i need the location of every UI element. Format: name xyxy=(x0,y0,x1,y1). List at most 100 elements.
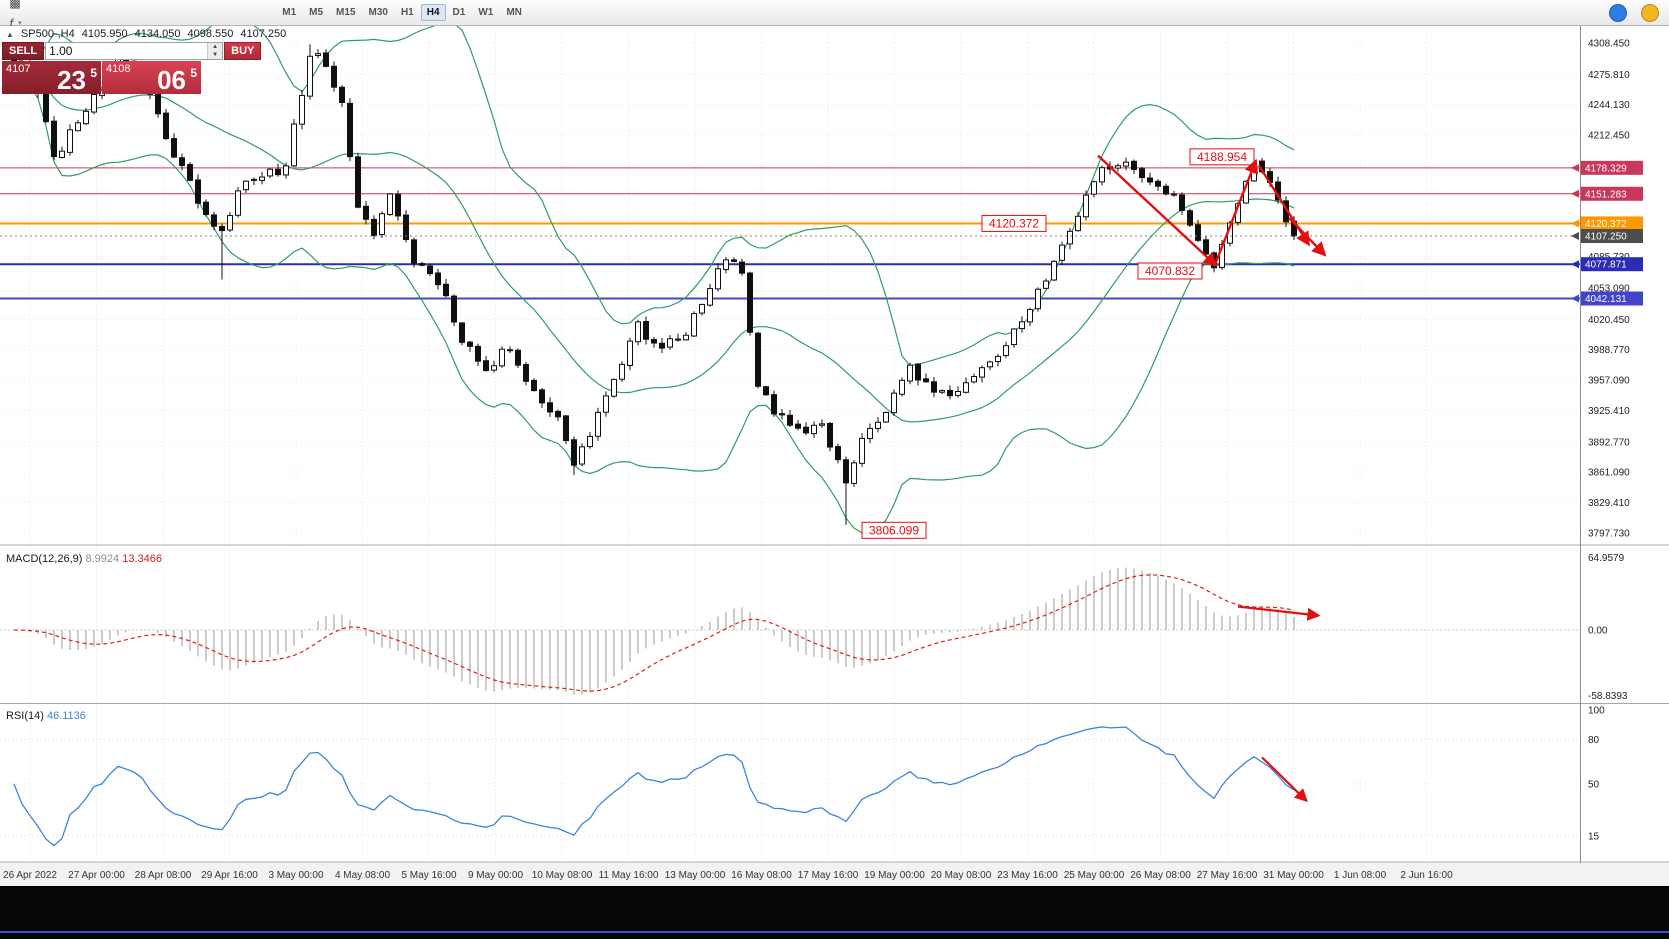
trend-arrow[interactable] xyxy=(1097,154,1218,268)
svg-text:3829.410: 3829.410 xyxy=(1588,498,1630,509)
ask-price-big: 06 xyxy=(157,65,186,95)
price-callout[interactable]: 4120.372 xyxy=(981,214,1047,232)
svg-text:5 May 16:00: 5 May 16:00 xyxy=(401,870,456,881)
bid-price-prefix: 4107 xyxy=(6,63,31,75)
timeframe-w1-button[interactable]: W1 xyxy=(472,4,499,21)
volume-stepper: ▲ ▼ xyxy=(45,42,224,60)
rsi-title: RSI(14) xyxy=(6,710,44,722)
svg-text:3988.770: 3988.770 xyxy=(1588,345,1630,356)
trend-arrow[interactable] xyxy=(1214,158,1259,264)
buy-button[interactable]: BUY xyxy=(224,42,262,60)
timeframe-m30-button[interactable]: M30 xyxy=(363,4,394,21)
timeframe-mn-button[interactable]: MN xyxy=(500,4,528,21)
price-callout[interactable]: 3806.099 xyxy=(861,521,927,539)
volume-input[interactable] xyxy=(46,43,208,59)
bollinger-lower-line xyxy=(13,63,1295,535)
one-click-collapse-icon[interactable]: ▲ xyxy=(6,29,14,39)
price-callout[interactable]: 4070.832 xyxy=(1137,262,1203,280)
time-axis-labels: 26 Apr 2022 27 Apr 00:00 28 Apr 08:00 29 Ap… xyxy=(0,863,1669,886)
annotations[interactable]: 4188.954 4120.372 4070.832 3806.099 xyxy=(861,148,1327,803)
horizontal-lines[interactable] xyxy=(0,167,1580,300)
bollinger-bands xyxy=(13,26,1295,535)
svg-text:29 Apr 16:00: 29 Apr 16:00 xyxy=(201,870,258,881)
macd-signal-line xyxy=(13,574,1295,692)
svg-text:28 Apr 08:00: 28 Apr 08:00 xyxy=(135,870,192,881)
bottom-strip xyxy=(0,886,1669,939)
svg-text:4178.329: 4178.329 xyxy=(1585,163,1627,174)
timeframe-h4-button[interactable]: H4 xyxy=(420,4,446,21)
svg-text:100: 100 xyxy=(1588,706,1605,717)
timeframe-h1-button[interactable]: H1 xyxy=(395,4,420,21)
chart-window: 4308.4504275.8104244.1304212.4504180.770… xyxy=(0,26,1669,939)
svg-text:25 May 00:00: 25 May 00:00 xyxy=(1064,870,1125,881)
axis-marker-icon xyxy=(1571,260,1579,269)
svg-text:19 May 00:00: 19 May 00:00 xyxy=(864,870,925,881)
trend-arrow[interactable] xyxy=(1288,217,1327,257)
svg-text:3957.090: 3957.090 xyxy=(1588,376,1630,387)
macd-arrow[interactable] xyxy=(1237,605,1321,621)
bid-price-button[interactable]: 4107 23 5 xyxy=(2,61,101,94)
svg-text:26 May 08:00: 26 May 08:00 xyxy=(1130,870,1191,881)
symbol-info-bar: ▲ SP500-,H4 4105.950 4134.050 4098.550 4… xyxy=(6,28,286,40)
axis-marker-icon xyxy=(1571,189,1579,198)
svg-text:4244.130: 4244.130 xyxy=(1588,100,1630,111)
toolbar: ▮＋新订单▤▦▥▧▶自动交易▍▮╱⊕⊖▣▩ƒ▾◔▾▨▾↖+│─╱∥≡○AT↘▾ … xyxy=(0,0,1669,344)
rsi-arrow[interactable] xyxy=(1261,756,1308,803)
symbol-name: SP500-,H4 xyxy=(20,28,75,40)
svg-text:4077.871: 4077.871 xyxy=(1585,260,1627,271)
svg-text:3861.090: 3861.090 xyxy=(1588,468,1630,479)
svg-text:10 May 08:00: 10 May 08:00 xyxy=(532,870,593,881)
chart-background xyxy=(0,26,1669,939)
bid-price-big: 23 xyxy=(57,65,86,95)
timeframe-d1-button[interactable]: D1 xyxy=(447,4,472,21)
rsi-value: 46.1136 xyxy=(46,710,86,722)
ohlc-close: 4107.250 xyxy=(240,28,287,40)
tray-icons xyxy=(1609,4,1659,22)
svg-text:0.00: 0.00 xyxy=(1588,626,1608,637)
volume-up-icon[interactable]: ▲ xyxy=(208,43,223,51)
svg-text:4020.450: 4020.450 xyxy=(1588,315,1630,326)
svg-text:3 May 00:00: 3 May 00:00 xyxy=(268,870,323,881)
bollinger-middle-line xyxy=(13,63,1295,423)
axis-marker-icon xyxy=(1571,219,1579,228)
macd-title: MACD(12,26,9) xyxy=(6,553,83,565)
svg-text:23 May 16:00: 23 May 16:00 xyxy=(997,870,1058,881)
svg-text:80: 80 xyxy=(1588,735,1600,746)
svg-text:27 May 16:00: 27 May 16:00 xyxy=(1197,870,1258,881)
svg-text:4120.372: 4120.372 xyxy=(989,216,1039,230)
volume-down-icon[interactable]: ▼ xyxy=(208,51,223,59)
sell-button[interactable]: SELL xyxy=(2,42,45,60)
time-grid xyxy=(29,30,1427,862)
rsi-indicator-label: RSI(14) 46.1136 xyxy=(6,710,86,722)
indicators-icon[interactable]: ƒ ▾ xyxy=(4,13,26,33)
cascade-windows-icon[interactable]: ▩ xyxy=(4,0,26,13)
svg-text:16 May 08:00: 16 May 08:00 xyxy=(731,870,792,881)
panel-separators xyxy=(0,26,1669,886)
timeframe-m5-button[interactable]: M5 xyxy=(303,4,329,21)
ask-price-sup: 5 xyxy=(190,66,197,80)
axis-marker-icon xyxy=(1571,163,1579,172)
chart-canvas[interactable]: 4308.4504275.8104244.1304212.4504180.770… xyxy=(0,26,1669,939)
macd-signal-value: 13.3466 xyxy=(122,553,162,565)
ask-price-button[interactable]: 4108 06 5 xyxy=(102,61,201,94)
axis-marker-icon xyxy=(1571,294,1579,303)
tray-yellow-icon[interactable] xyxy=(1641,4,1659,22)
volume-spin-buttons: ▲ ▼ xyxy=(207,43,223,59)
macd-indicator-label: MACD(12,26,9) 8.9924 13.3466 xyxy=(6,553,162,565)
svg-text:26 Apr 2022: 26 Apr 2022 xyxy=(3,870,57,881)
macd-histogram xyxy=(21,567,1295,695)
timeframe-m15-button[interactable]: M15 xyxy=(330,4,361,21)
svg-text:9 May 00:00: 9 May 00:00 xyxy=(468,870,523,881)
svg-text:20 May 08:00: 20 May 08:00 xyxy=(931,870,992,881)
svg-text:4107.250: 4107.250 xyxy=(1585,232,1627,243)
axis-marker-icon xyxy=(1571,232,1579,241)
svg-text:27 Apr 00:00: 27 Apr 00:00 xyxy=(68,870,125,881)
tray-blue-icon[interactable] xyxy=(1609,4,1627,22)
svg-text:3797.730: 3797.730 xyxy=(1588,528,1630,539)
ohlc-high: 4134.050 xyxy=(134,28,181,40)
ask-price-prefix: 4108 xyxy=(106,63,131,75)
price-callout[interactable]: 4188.954 xyxy=(1189,148,1255,166)
rsi-panel xyxy=(0,726,1580,847)
timeframe-m1-button[interactable]: M1 xyxy=(276,4,302,21)
svg-text:15: 15 xyxy=(1588,831,1600,842)
